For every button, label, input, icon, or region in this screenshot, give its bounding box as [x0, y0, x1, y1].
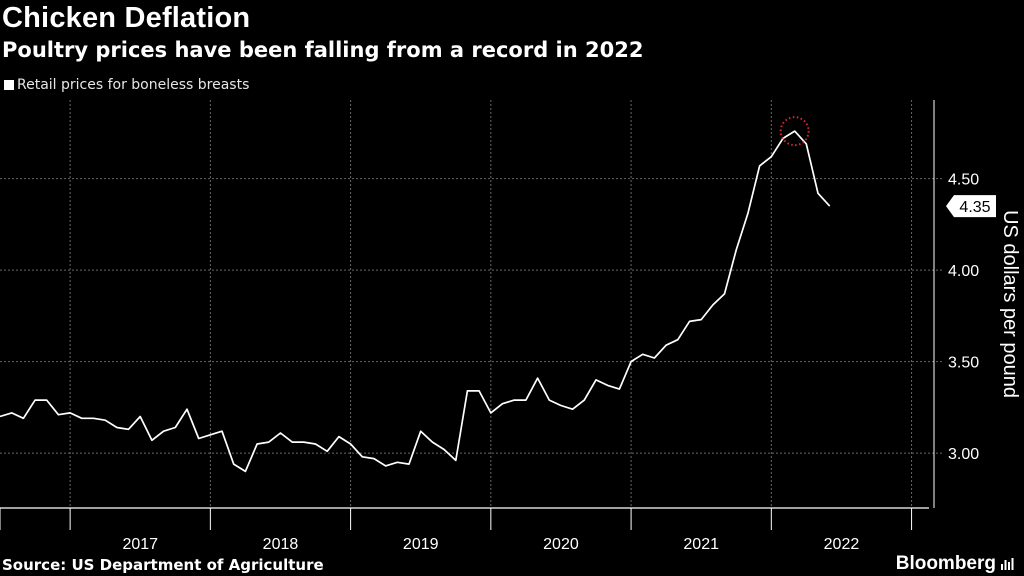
y-tick-label: 4.00 — [948, 263, 979, 280]
legend-label: Retail prices for boneless breasts — [17, 77, 250, 93]
y-tick-label: 3.00 — [948, 446, 979, 463]
last-value-label: 4.35 — [959, 199, 990, 216]
chart-subtitle: Poultry prices have been falling from a … — [2, 38, 644, 62]
chart-title: Chicken Deflation — [2, 2, 251, 34]
last-value-callout — [946, 195, 996, 218]
x-tick-label: 2017 — [122, 536, 158, 553]
x-tick-label: 2021 — [683, 536, 719, 553]
y-axis-label: US dollars per pound — [999, 210, 1021, 398]
legend: Retail prices for boneless breasts — [4, 77, 249, 93]
peak-highlight-circle — [779, 116, 810, 147]
y-tick-label: 3.50 — [948, 355, 979, 372]
x-tick-label: 2018 — [263, 536, 299, 553]
series-line — [0, 130, 831, 473]
x-tick-label: 2020 — [543, 536, 579, 553]
brand-logo-text: Bloomberg — [895, 553, 996, 574]
source-note: Source: US Department of Agriculture — [2, 556, 324, 574]
legend-swatch — [4, 80, 14, 90]
x-tick-label: 2022 — [824, 536, 860, 553]
y-tick-label: 4.50 — [948, 172, 979, 189]
x-tick-label: 2019 — [403, 536, 439, 553]
bloomberg-mark-icon — [1001, 558, 1014, 570]
